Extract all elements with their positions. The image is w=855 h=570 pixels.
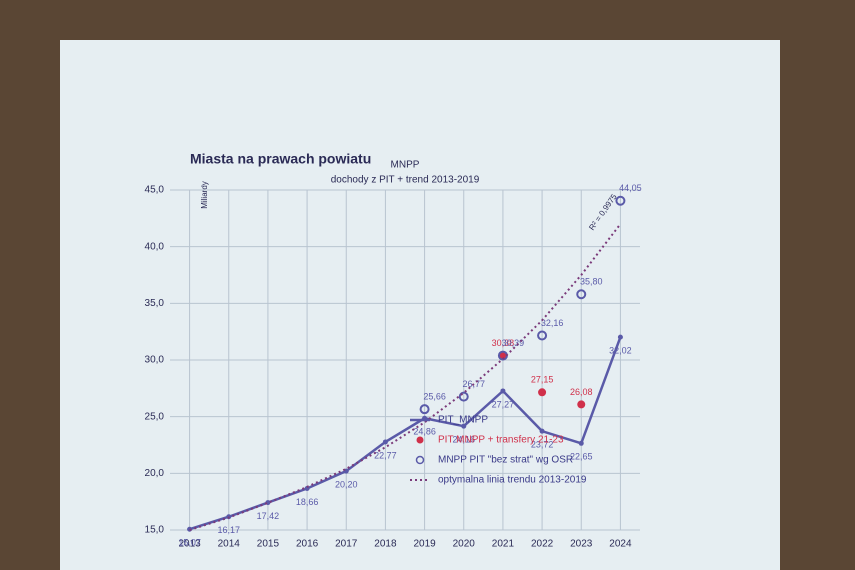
value-label: 18,66 — [296, 497, 319, 507]
value-label: 15,07 — [178, 538, 201, 548]
point — [539, 428, 545, 434]
legend-label: PIT MNPP + transfery 21-23 — [438, 435, 564, 446]
value-label: 16,17 — [217, 525, 240, 535]
value-label: 44,05 — [619, 183, 642, 193]
y-tick-label: 20,0 — [145, 468, 165, 479]
dot — [538, 388, 547, 397]
value-label: 35,80 — [580, 277, 603, 287]
legend-swatch — [416, 436, 424, 444]
legend-label: PIT_MNPP — [438, 415, 488, 426]
value-label: 22,77 — [374, 450, 397, 460]
x-tick-label: 2015 — [257, 539, 280, 550]
point — [578, 440, 584, 446]
x-tick-label: 2024 — [609, 539, 632, 550]
value-label: 27,27 — [492, 399, 515, 409]
x-tick-label: 2013 — [178, 539, 201, 550]
value-label: 17,42 — [257, 511, 280, 521]
x-tick-label: 2023 — [570, 539, 593, 550]
value-label: 23,72 — [531, 440, 554, 450]
header: Miasta na prawach powiatu — [190, 151, 371, 167]
value-label: 24,16 — [452, 435, 475, 445]
dot — [577, 400, 586, 409]
value-label: 30,38 — [492, 338, 515, 348]
ring — [537, 330, 548, 341]
x-tick-label: 2019 — [413, 539, 436, 550]
point — [382, 439, 388, 445]
x-tick-label: 2021 — [492, 539, 515, 550]
y-tick-label: 45,0 — [145, 185, 165, 196]
legend-swatch — [415, 455, 425, 465]
value-label: 32,02 — [609, 345, 632, 355]
point — [500, 388, 506, 394]
trend-line — [189, 223, 622, 531]
x-tick-label: 2016 — [296, 539, 319, 550]
value-label: 20,20 — [335, 479, 358, 489]
y-axis-label: Miliardy — [200, 181, 209, 209]
x-tick-label: 2017 — [335, 539, 358, 550]
ring — [576, 289, 587, 300]
point — [617, 334, 623, 340]
ring — [615, 195, 626, 206]
y-tick-label: 40,0 — [145, 241, 165, 252]
ring — [458, 391, 469, 402]
legend-label: optymalna linia trendu 2013-2019 — [438, 475, 587, 486]
y-tick-label: 25,0 — [145, 411, 165, 422]
value-label: 24,86 — [413, 427, 436, 437]
value-label: 22,65 — [570, 452, 593, 462]
x-tick-label: 2020 — [453, 539, 476, 550]
chart-subtitle: dochody z PIT + trend 2013-2019 — [331, 175, 480, 186]
y-tick-label: 35,0 — [145, 298, 165, 309]
x-tick-label: 2018 — [374, 539, 397, 550]
point — [461, 423, 467, 429]
dot — [498, 351, 507, 360]
value-label: 27,15 — [531, 375, 554, 385]
y-tick-label: 15,0 — [145, 525, 165, 536]
x-tick-label: 2014 — [218, 539, 241, 550]
value-label: 30,39 — [502, 338, 525, 348]
x-tick-label: 2022 — [531, 539, 554, 550]
screen — [60, 40, 780, 570]
value-label: 25,66 — [423, 392, 446, 402]
y-tick-label: 30,0 — [145, 355, 165, 366]
value-label: 32,16 — [541, 318, 564, 328]
chart-title: MNPP — [391, 160, 420, 171]
legend-label: MNPP PIT "bez strat" wg OSR — [438, 455, 573, 466]
value-label: 26,08 — [570, 387, 593, 397]
ring — [419, 404, 430, 415]
